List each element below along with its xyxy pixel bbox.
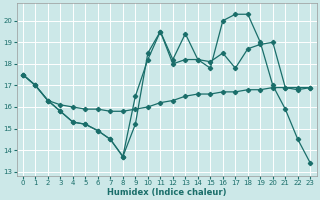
X-axis label: Humidex (Indice chaleur): Humidex (Indice chaleur) xyxy=(107,188,226,197)
